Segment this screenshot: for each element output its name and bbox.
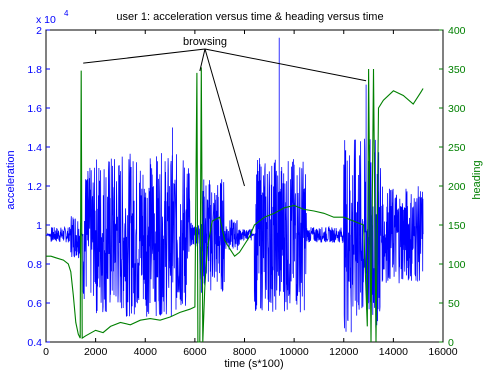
browsing-annotation-pointer [204,48,367,82]
x-tick-label: 10000 [280,346,309,358]
left-tick-label: 1.8 [27,64,42,76]
x-tick-label: 8000 [233,346,257,358]
right-tick-label: 100 [448,259,466,271]
right-tick-label: 400 [448,25,466,37]
right-tick-label: 300 [448,103,466,115]
right-tick-label: 350 [448,64,466,76]
browsing-annotation-label: browsing [183,36,227,48]
series-layer [45,37,424,343]
left-tick-label: 1.2 [27,181,42,193]
right-axis-label: heading [471,160,483,199]
left-axis-exponent-power: 4 [64,9,69,18]
browsing-annotation-pointer [83,48,206,64]
left-tick-label: 1.6 [27,103,42,115]
left-tick-label: 0.6 [27,298,42,310]
left-tick-label: 0.4 [27,337,42,349]
left-tick-label: 0.8 [27,259,42,271]
annotation-layer: browsing [83,36,367,187]
x-tick-label: 12000 [329,346,358,358]
browsing-annotation-pointer [199,48,206,72]
left-axis-label: acceleration [5,150,17,209]
right-tick-label: 250 [448,142,466,154]
x-tick-label: 2000 [84,346,108,358]
right-axis-ticks: 0 50 100 150 200 250 300 350 400 [439,25,466,349]
left-tick-label: 1 [36,220,42,232]
x-tick-label: 14000 [379,346,408,358]
heading-series-line [46,67,424,343]
browsing-annotation-pointer [204,48,245,187]
x-axis-label: time (s*100) [224,358,283,370]
x-axis-ticks: 0 2000 4000 6000 8000 10000 12000 14000 16000 [43,30,458,358]
x-tick-label: 4000 [134,346,158,358]
chart-title: user 1: acceleration versus time & headi… [116,11,383,23]
acceleration-series-line [45,37,424,333]
left-axis-exponent: x 10 [36,14,56,26]
x-tick-label: 6000 [183,346,207,358]
right-tick-label: 50 [448,298,460,310]
right-tick-label: 150 [448,220,466,232]
left-tick-label: 1.4 [27,142,42,154]
x-tick-label: 16000 [428,346,457,358]
right-tick-label: 200 [448,181,466,193]
right-tick-label: 0 [448,337,454,349]
left-tick-label: 2 [36,25,42,37]
x-tick-label: 0 [43,346,49,358]
plot-area: 0.4 0.6 0.8 1 1.2 1.4 1.6 1.8 2 0 50 100 150 200 250 3… [27,25,465,358]
left-axis-ticks: 0.4 0.6 0.8 1 1.2 1.4 1.6 1.8 2 [27,25,50,349]
